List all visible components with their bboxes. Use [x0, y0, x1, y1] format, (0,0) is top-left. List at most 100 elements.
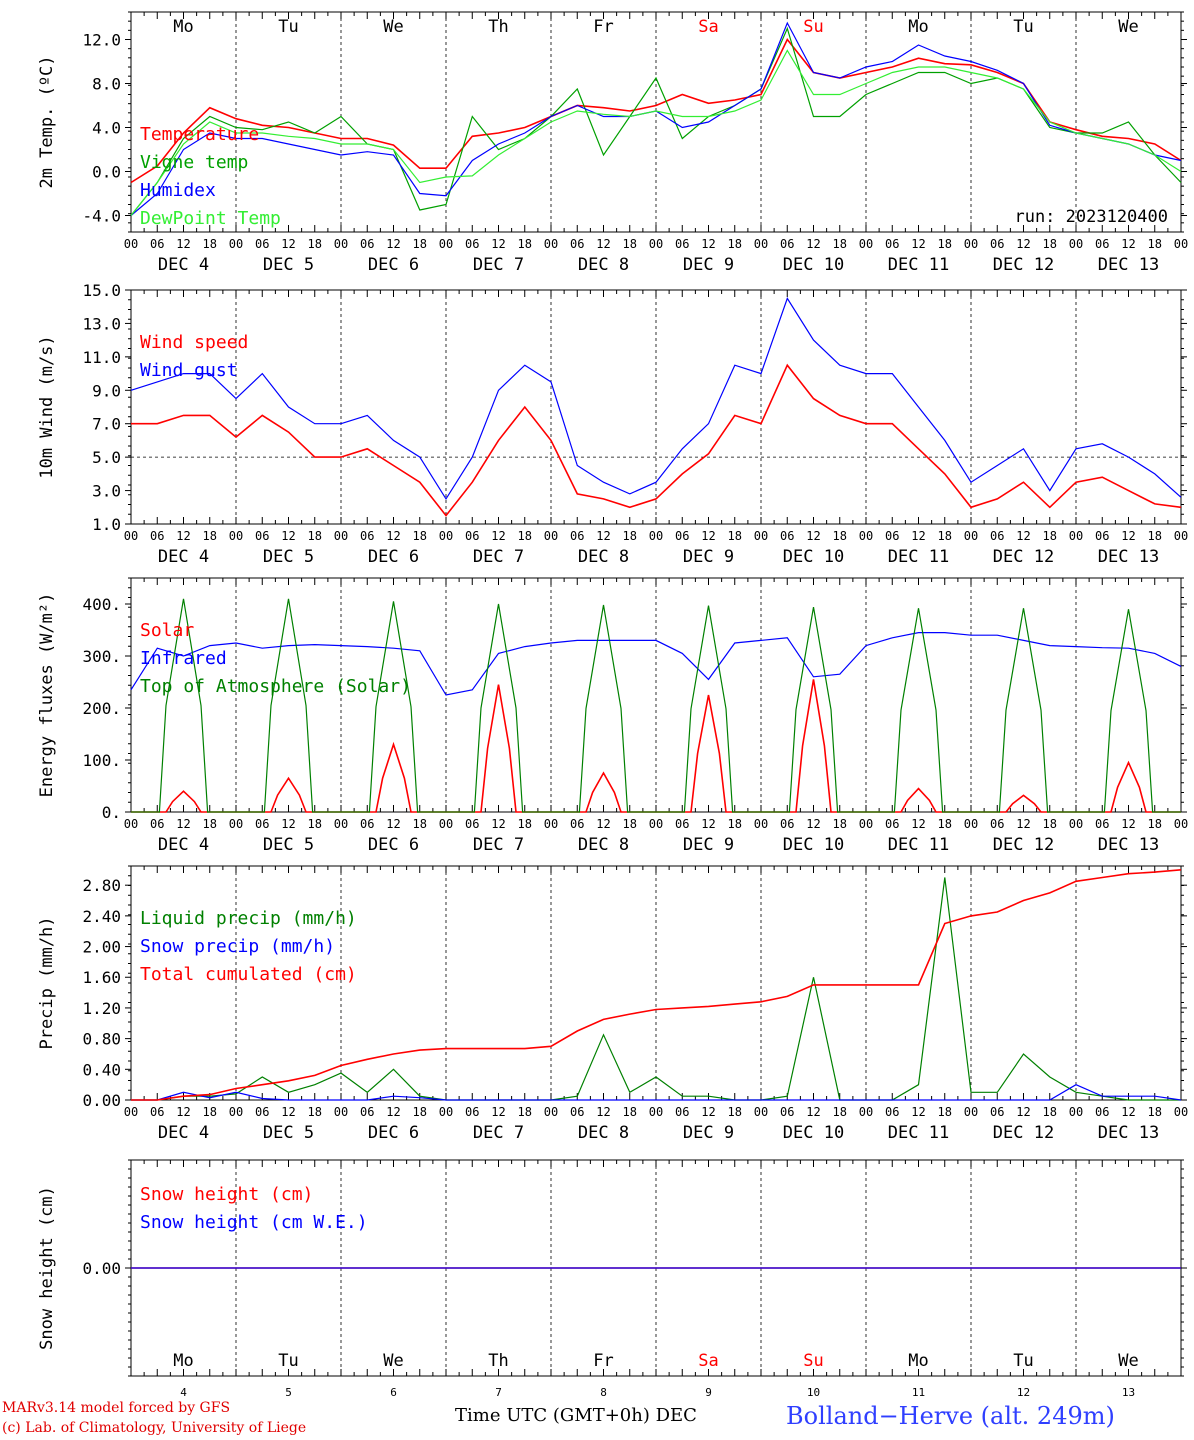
- hour-label: 06: [675, 237, 689, 251]
- hour-label: 18: [833, 1105, 847, 1119]
- day-number-label: 9: [705, 1386, 712, 1399]
- hour-label: 06: [885, 1105, 899, 1119]
- hour-label: 06: [675, 529, 689, 543]
- date-label: DEC 13: [1098, 835, 1159, 855]
- hour-label: 12: [176, 529, 190, 543]
- hour-label: 00: [1069, 529, 1083, 543]
- hour-label: 06: [1095, 237, 1109, 251]
- weekday-label: Fr: [593, 17, 613, 37]
- hour-label: 12: [911, 817, 925, 831]
- hour-label: 12: [491, 817, 505, 831]
- y-tick-label: 1.0: [92, 515, 121, 534]
- date-label: DEC 10: [783, 1123, 844, 1143]
- hour-label: 12: [596, 237, 610, 251]
- date-label: DEC 4: [158, 1123, 209, 1143]
- date-label: DEC 4: [158, 547, 209, 567]
- date-label: DEC 11: [888, 835, 949, 855]
- hour-label: 18: [938, 817, 952, 831]
- hour-label: 00: [439, 1105, 453, 1119]
- hour-label: 06: [570, 237, 584, 251]
- date-label: DEC 11: [888, 255, 949, 275]
- hour-label: 00: [334, 1105, 348, 1119]
- hour-label: 18: [728, 817, 742, 831]
- date-label: DEC 9: [683, 255, 734, 275]
- series-line-total-cumulated-cm-: [131, 869, 1182, 1101]
- date-label: DEC 5: [263, 255, 314, 275]
- y-tick-label: 7.0: [92, 415, 121, 434]
- station-name: Bolland−Herve (alt. 249m): [786, 1402, 1115, 1430]
- hour-label: 18: [623, 237, 637, 251]
- y-tick-label: 12.0: [82, 31, 121, 50]
- hour-label: 18: [1043, 1105, 1057, 1119]
- hour-label: 12: [806, 529, 820, 543]
- hour-label: 06: [990, 529, 1004, 543]
- weekday-label: Tu: [278, 1351, 298, 1371]
- legend-entry: Infrared: [140, 648, 227, 669]
- date-label: DEC 13: [1098, 547, 1159, 567]
- hour-label: 18: [833, 237, 847, 251]
- hour-label: 12: [281, 817, 295, 831]
- weekday-label: Mo: [908, 17, 928, 37]
- weekday-label: Mo: [908, 1351, 928, 1371]
- hour-label: 06: [150, 1105, 164, 1119]
- y-tick-label: 1.20: [82, 999, 121, 1018]
- series-line-infrared: [130, 631, 1182, 696]
- date-label: DEC 5: [263, 547, 314, 567]
- y-tick-label: -4.0: [82, 207, 121, 226]
- date-label: DEC 6: [368, 1123, 419, 1143]
- hour-label: 00: [754, 817, 768, 831]
- y-tick-label: 11.0: [82, 348, 121, 367]
- hour-label: 00: [124, 1105, 138, 1119]
- date-label: DEC 4: [158, 255, 209, 275]
- hour-label: 06: [360, 1105, 374, 1119]
- hour-label: 18: [1148, 529, 1162, 543]
- hour-label: 12: [1121, 529, 1135, 543]
- hour-label: 18: [1043, 817, 1057, 831]
- hour-label: 12: [176, 817, 190, 831]
- hour-label: 00: [649, 817, 663, 831]
- hour-label: 18: [203, 237, 217, 251]
- hour-label: 06: [360, 237, 374, 251]
- hour-label: 00: [859, 237, 873, 251]
- hour-label: 12: [281, 529, 295, 543]
- hour-label: 18: [1043, 237, 1057, 251]
- hour-label: 06: [675, 1105, 689, 1119]
- day-number-label: 10: [807, 1386, 820, 1399]
- hour-label: 06: [780, 529, 794, 543]
- hour-label: 18: [413, 237, 427, 251]
- y-axis-label: Precip (mm/h): [37, 916, 57, 1049]
- weekday-label: Tu: [278, 17, 298, 37]
- y-tick-label: 200.: [82, 699, 121, 718]
- hour-label: 12: [176, 1105, 190, 1119]
- hour-label: 12: [1121, 817, 1135, 831]
- hour-label: 18: [518, 1105, 532, 1119]
- hour-label: 18: [1148, 1105, 1162, 1119]
- hour-label: 18: [308, 237, 322, 251]
- date-label: DEC 13: [1098, 1123, 1159, 1143]
- y-tick-label: 0.80: [82, 1030, 121, 1049]
- hour-label: 06: [465, 1105, 479, 1119]
- hour-label: 06: [465, 529, 479, 543]
- hour-label: 12: [596, 529, 610, 543]
- day-number-label: 6: [390, 1386, 397, 1399]
- run-annotation: run: 2023120400: [1014, 207, 1168, 227]
- hour-label: 12: [491, 529, 505, 543]
- hour-label: 12: [386, 817, 400, 831]
- hour-label: 18: [728, 1105, 742, 1119]
- hour-label: 06: [150, 817, 164, 831]
- hour-label: 00: [544, 237, 558, 251]
- hour-label: 06: [780, 817, 794, 831]
- hour-label: 00: [124, 817, 138, 831]
- date-label: DEC 9: [683, 547, 734, 567]
- day-number-label: 11: [912, 1386, 925, 1399]
- hour-label: 18: [623, 529, 637, 543]
- hour-label: 06: [990, 817, 1004, 831]
- hour-label: 06: [255, 817, 269, 831]
- date-label: DEC 7: [473, 1123, 524, 1143]
- day-number-label: 7: [495, 1386, 502, 1399]
- hour-label: 06: [675, 817, 689, 831]
- weekday-label: Th: [488, 1351, 508, 1371]
- y-tick-label: 0.40: [82, 1060, 121, 1079]
- hour-label: 18: [203, 1105, 217, 1119]
- weekday-label: Tu: [1013, 17, 1033, 37]
